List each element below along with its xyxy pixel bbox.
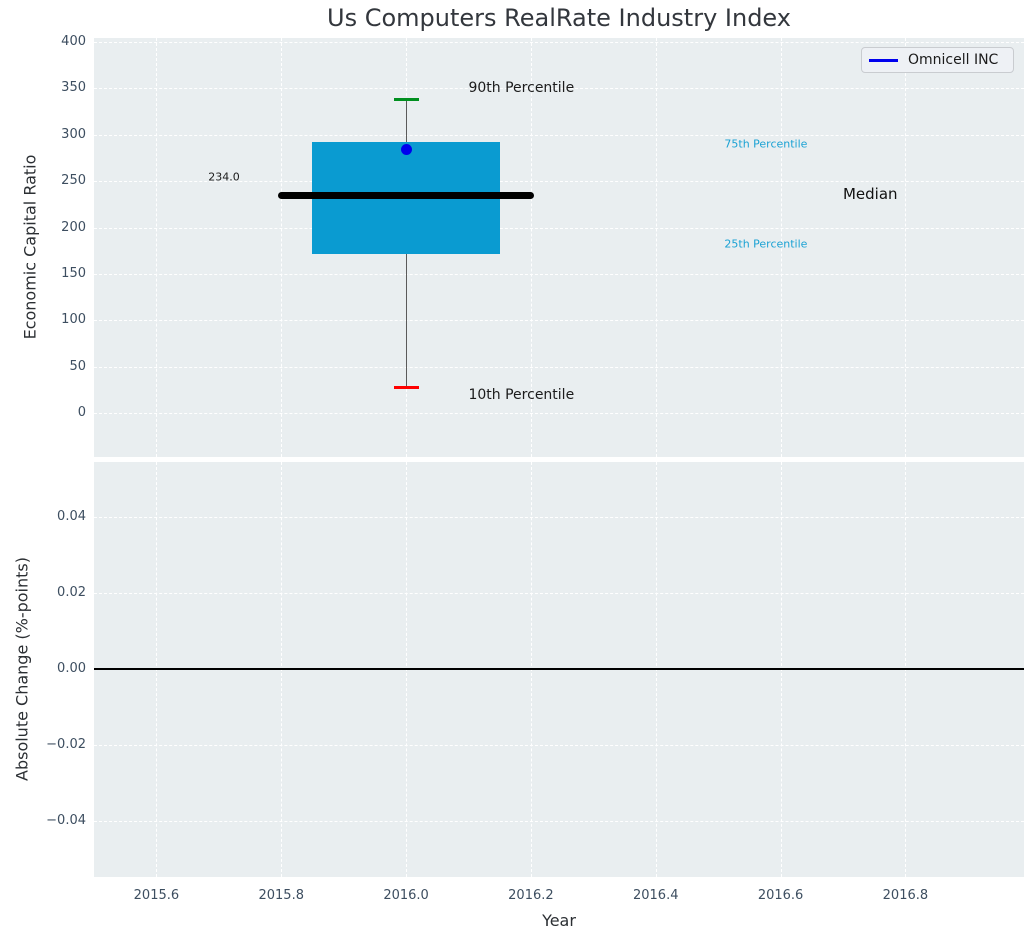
y-gridline [94,88,1024,90]
y-gridline [94,517,1024,519]
median-line [278,192,535,200]
x-gridline [780,38,782,457]
x-tick-label: 2016.6 [757,888,804,903]
annotation-25th-percentile: 25th Percentile [724,237,808,251]
y-tick-label: 0.04 [57,509,86,525]
x-tick-label: 2015.8 [258,888,304,903]
bottom-axes-panel [94,462,1024,877]
y-tick-label: 350 [61,80,86,96]
x-tick-label: 2015.6 [133,888,180,903]
legend-line-sample-icon [869,58,898,62]
x-gridline [156,38,158,457]
y-tick-label: 150 [61,265,86,281]
y-tick-label: 400 [61,33,86,49]
x-gridline [530,38,532,457]
y-tick-label: 250 [61,173,86,189]
y-tick-label: 50 [69,358,86,374]
y-tick-label: 0 [77,405,86,421]
x-gridline [905,38,907,457]
annotation-234-0: 234.0 [208,170,240,184]
zero-line [94,668,1024,670]
x-tick-label: 2016.4 [632,888,679,903]
y-gridline [94,366,1024,368]
chart-title: Us Computers RealRate Industry Index [327,4,791,32]
y-tick-label: 300 [61,126,86,142]
x-tick-label: 2016.8 [882,888,929,903]
legend-label: Omnicell INC [908,52,999,68]
x-tick-label: 2016.2 [508,888,554,903]
y-tick-label: 0.02 [57,585,86,601]
annotation-90th-percentile: 90th Percentile [468,80,575,97]
y-tick-label: 0.00 [57,661,86,677]
y-gridline [94,273,1024,275]
y-gridline [94,320,1024,322]
y-tick-label: −0.04 [46,813,86,829]
y-gridline [94,181,1024,183]
y-gridline [94,134,1024,136]
y-gridline [94,745,1024,747]
whisker-cap-10th [393,385,419,389]
x-gridline [281,38,283,457]
top-axes-panel: 90th Percentile 10th Percentile 75th Perce… [94,38,1024,457]
legend: Omnicell INC [861,47,1014,73]
x-gridline [655,38,657,457]
y-gridline [94,821,1024,823]
annotation-75th-percentile: 75th Percentile [724,137,808,151]
y-tick-label: −0.02 [46,737,86,753]
x-axis-label: Year [542,911,576,930]
x-tick-label: 2016.0 [383,888,429,903]
y-gridline [94,413,1024,415]
y-gridline [94,227,1024,229]
y-gridline [94,593,1024,595]
y-tick-label: 100 [61,312,86,328]
y-gridline [94,41,1024,43]
omnicell-point [400,143,412,155]
whisker-cap-90th [393,97,419,101]
y-tick-label: 200 [61,219,86,235]
annotation-median: Median [842,185,898,204]
annotation-10th-percentile: 10th Percentile [468,386,575,403]
